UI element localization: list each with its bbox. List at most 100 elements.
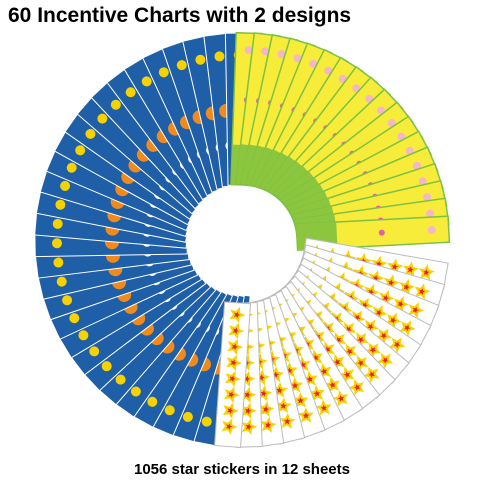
star-sticker — [279, 412, 296, 429]
star-sticker — [227, 338, 244, 356]
star-sticker — [297, 407, 315, 423]
dot — [55, 199, 66, 210]
caption: 1056 star stickers in 12 sheets — [134, 461, 350, 478]
dot — [125, 87, 136, 98]
dot — [176, 60, 187, 71]
dot — [60, 180, 71, 191]
dot — [62, 295, 73, 306]
dot — [141, 76, 152, 87]
star-sticker — [229, 306, 246, 324]
dot — [214, 51, 225, 62]
dot — [423, 193, 432, 202]
star-sticker — [385, 312, 402, 329]
dot — [164, 405, 175, 416]
dot — [387, 119, 396, 128]
star-sticker — [308, 385, 325, 402]
star-sticker — [378, 290, 395, 307]
dot — [52, 218, 63, 229]
star-sticker — [221, 418, 238, 435]
star-sticker — [414, 283, 431, 300]
dot — [78, 330, 89, 341]
dot — [277, 50, 286, 59]
dot — [69, 313, 80, 324]
star-sticker — [315, 399, 332, 416]
dot — [261, 47, 270, 56]
dot — [376, 106, 385, 115]
dot — [195, 54, 206, 65]
dot — [397, 132, 406, 141]
star-sticker — [228, 322, 245, 340]
dot — [56, 276, 67, 287]
title: 60 Incentive Charts with 2 designs — [8, 4, 351, 27]
star-sticker — [332, 390, 349, 407]
dot — [75, 145, 86, 156]
dot — [338, 74, 347, 83]
dot — [324, 66, 333, 75]
dot — [201, 416, 212, 427]
star-sticker — [352, 332, 369, 349]
dot — [52, 238, 63, 249]
star-sticker — [224, 370, 241, 387]
dot — [89, 346, 100, 357]
star-sticker — [226, 354, 242, 372]
star-sticker — [388, 337, 406, 354]
dot — [244, 46, 253, 55]
star-sticker — [402, 261, 419, 278]
dot — [115, 374, 126, 385]
dot — [158, 67, 169, 78]
dot — [97, 113, 108, 124]
star-sticker — [341, 343, 358, 360]
dot — [130, 386, 141, 397]
dot — [426, 209, 435, 218]
dot — [378, 229, 385, 236]
star-sticker — [255, 385, 273, 402]
star-sticker — [222, 402, 239, 419]
dot — [110, 99, 121, 110]
star-sticker — [223, 386, 240, 403]
star-sticker — [328, 354, 345, 371]
white-card — [214, 301, 252, 448]
dot — [309, 59, 318, 68]
star-sticker — [399, 320, 416, 337]
dot — [101, 361, 112, 372]
star-sticker — [338, 366, 355, 384]
star-sticker — [352, 355, 369, 372]
dot — [182, 411, 193, 422]
star-sticker — [363, 366, 380, 383]
star-sticker — [362, 319, 379, 336]
dot — [147, 396, 158, 407]
star-sticker — [315, 363, 332, 380]
dot — [66, 162, 77, 173]
dot — [53, 257, 64, 268]
star-sticker — [393, 296, 410, 313]
star-sticker — [375, 328, 393, 345]
star-sticker — [399, 278, 415, 296]
star-sticker — [408, 302, 424, 319]
dot — [293, 54, 302, 63]
star-sticker — [324, 376, 340, 393]
center-hole — [190, 188, 294, 292]
chart-fan — [34, 31, 451, 448]
star-sticker — [364, 342, 381, 359]
star-sticker — [292, 392, 309, 408]
star-sticker — [418, 264, 435, 281]
star-sticker — [240, 402, 257, 419]
star-sticker — [258, 400, 275, 418]
dot — [412, 161, 421, 170]
dot — [418, 177, 427, 186]
star-sticker — [260, 416, 277, 433]
star-sticker — [275, 397, 292, 414]
dot — [85, 128, 96, 139]
star-sticker — [241, 418, 258, 435]
star-sticker — [348, 379, 365, 396]
star-sticker — [286, 377, 304, 393]
star-sticker — [376, 352, 394, 369]
yellow-card — [295, 215, 451, 251]
dot — [405, 146, 414, 155]
star-sticker — [240, 386, 256, 403]
star-sticker — [371, 305, 388, 322]
dot — [427, 226, 436, 235]
star-sticker — [301, 370, 318, 387]
